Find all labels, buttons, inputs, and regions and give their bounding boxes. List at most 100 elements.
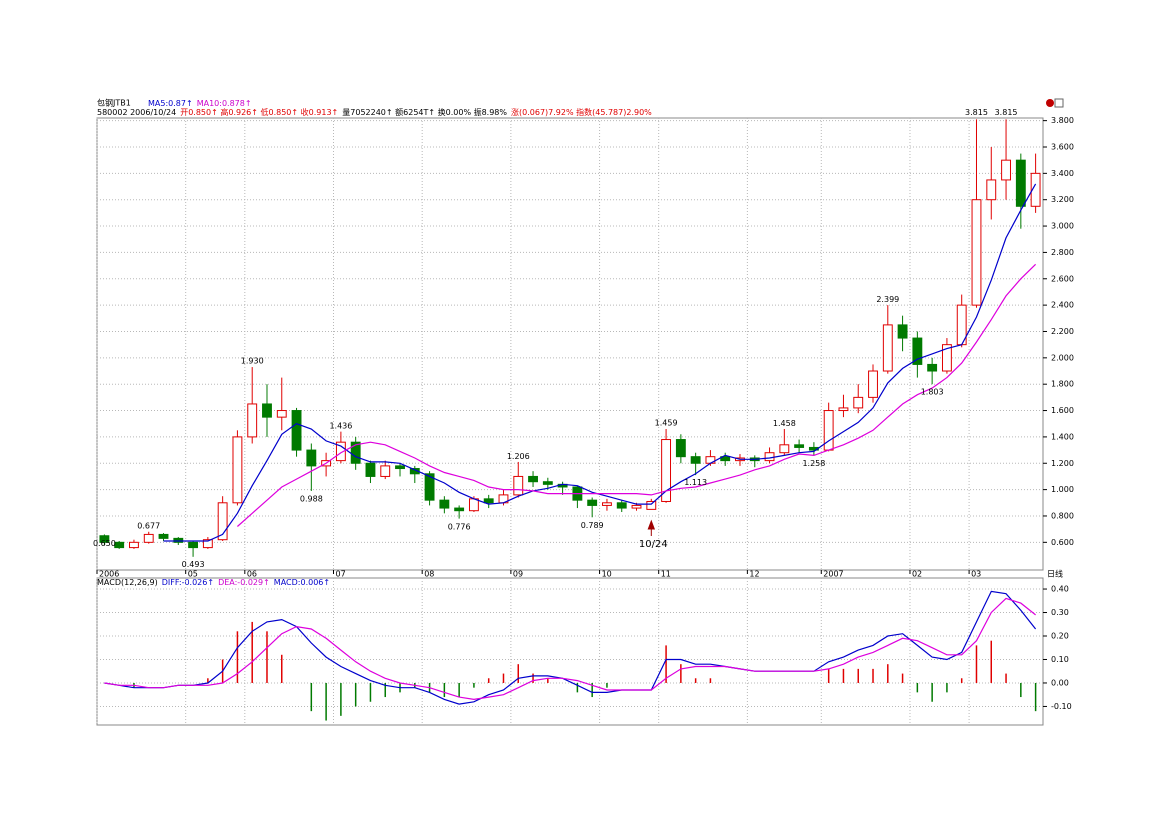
y-tick-label: 2.000 xyxy=(1051,353,1074,362)
candle-body xyxy=(129,541,139,549)
candle-body xyxy=(631,504,642,509)
x-tick-label: 09 xyxy=(513,570,523,579)
candle-body xyxy=(587,499,598,506)
candle-body xyxy=(616,502,627,509)
candle-body xyxy=(912,337,923,365)
candle-body xyxy=(173,537,184,543)
price-annotation: 1.458 xyxy=(773,419,796,428)
candle-body xyxy=(646,500,657,510)
candle-body xyxy=(528,475,538,483)
candle-body xyxy=(1030,172,1041,207)
y-tick-label: 2.600 xyxy=(1051,274,1074,283)
y-tick-label: 1.600 xyxy=(1051,406,1074,415)
x-tick-label: 11 xyxy=(661,570,671,579)
candle-body xyxy=(986,179,997,201)
x-tick-label: 07 xyxy=(336,570,346,579)
header-line: MACD(12,26,9) DIFF:-0.026↑ DEA:-0.029↑ MACD… xyxy=(97,578,330,587)
header-item: 开0.850↑ 高0.926↑ 低0.850↑ 收0.913↑ xyxy=(180,107,338,117)
candle-body xyxy=(927,363,938,372)
candle-body xyxy=(99,535,110,543)
period-icon xyxy=(1046,98,1064,108)
candle-body xyxy=(720,456,731,462)
ma10-line xyxy=(237,263,1037,527)
price-annotation: 0.789 xyxy=(581,521,604,530)
x-tick-label: 2007 xyxy=(823,570,843,579)
candle-body xyxy=(794,444,805,448)
y-tick-label: 3.800 xyxy=(1051,116,1074,125)
price-annotation: 1.436 xyxy=(329,422,352,431)
y-tick-label: 0.800 xyxy=(1051,511,1074,520)
y-tick-label: 1.200 xyxy=(1051,459,1074,468)
x-tick-label: 05 xyxy=(188,570,198,579)
y-tick-label: 3.200 xyxy=(1051,195,1074,204)
candle-body xyxy=(454,507,465,512)
y-tick-label: 3.600 xyxy=(1051,142,1074,151)
candle-body xyxy=(276,410,287,418)
candle-body xyxy=(971,199,982,306)
macd-panel xyxy=(96,577,1044,726)
y-tick-label: -0.10 xyxy=(1051,702,1072,711)
candle-body xyxy=(1015,159,1026,207)
price-annotation: 1.113 xyxy=(684,478,707,487)
candle-body xyxy=(247,403,258,438)
dea-line xyxy=(104,597,1036,701)
candle-body xyxy=(158,533,169,539)
x-tick-label: 10 xyxy=(602,570,612,579)
header-line: 580002 2006/10/24 开0.850↑ 高0.926↑ 低0.850↑… xyxy=(97,107,652,117)
candle-body xyxy=(483,498,494,504)
y-tick-label: 0.600 xyxy=(1051,538,1074,547)
candle-body xyxy=(468,498,479,512)
candle-body xyxy=(380,465,391,477)
candle-body xyxy=(897,324,908,339)
candle-body xyxy=(823,410,834,451)
y-tick-label: 1.000 xyxy=(1051,485,1074,494)
y-tick-label: 1.400 xyxy=(1051,432,1074,441)
header-item: 580002 2006/10/24 xyxy=(97,108,176,117)
price-annotation: 0.677 xyxy=(137,522,160,531)
price-annotation: 1.258 xyxy=(802,459,825,468)
candle-body xyxy=(439,499,450,509)
y-tick-label: 0.40 xyxy=(1051,585,1069,594)
candle-body xyxy=(853,396,864,409)
header-item: DEA:-0.029↑ xyxy=(218,578,270,587)
y-tick-label: 0.10 xyxy=(1051,655,1069,664)
y-tick-label: 0.00 xyxy=(1051,678,1069,687)
candle-body xyxy=(513,475,524,496)
header-item: MACD(12,26,9) xyxy=(97,578,158,587)
price-annotation: 3.815 xyxy=(965,108,988,117)
chart-title: 包钢JTB1 xyxy=(97,98,131,108)
candle-body xyxy=(202,539,213,549)
y-tick-label: 2.200 xyxy=(1051,327,1074,336)
price-annotation: 0.493 xyxy=(182,560,205,569)
price-annotation: 1.459 xyxy=(655,419,678,428)
header-item: DIFF:-0.026↑ xyxy=(162,578,214,587)
date-marker-arrow xyxy=(647,519,656,536)
candle-body xyxy=(335,441,346,462)
header-item: MA10:0.878↑ xyxy=(197,99,252,108)
x-tick-label: 02 xyxy=(912,570,922,579)
candle-body xyxy=(114,541,125,549)
price-annotation: 3.815 xyxy=(995,108,1018,117)
x-tick-label: 08 xyxy=(424,570,434,579)
header-item: 涨(0.067)7.92% 指数(45.787)2.90% xyxy=(511,107,652,117)
candle-body xyxy=(188,541,199,549)
candle-body xyxy=(306,449,317,467)
candle-body xyxy=(350,441,361,464)
period-label: 日线 xyxy=(1047,569,1063,579)
price-annotation: 1.803 xyxy=(921,387,944,396)
candle-body xyxy=(395,465,405,470)
price-annotation: 1.930 xyxy=(241,357,264,366)
price-annotation: 0.988 xyxy=(300,495,323,504)
y-tick-label: 2.800 xyxy=(1051,248,1074,257)
candle-body xyxy=(262,403,272,418)
x-tick-label: 06 xyxy=(247,570,257,579)
price-annotation: 1.206 xyxy=(507,452,530,461)
header-item: 量7052240↑ 额6254T↑ 换0.00% 振8.98% xyxy=(342,107,507,117)
y-tick-label: 3.000 xyxy=(1051,222,1074,231)
price-annotation: 0.650 xyxy=(93,539,116,548)
candle-body xyxy=(602,502,612,506)
ma5-line xyxy=(163,183,1037,542)
candle-body xyxy=(217,502,228,541)
